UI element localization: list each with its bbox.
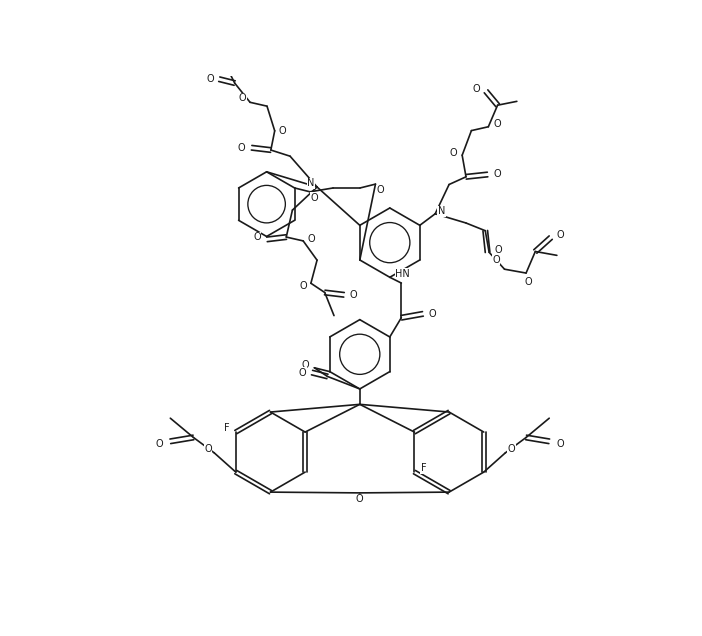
Text: O: O	[356, 494, 364, 504]
Text: O: O	[473, 84, 481, 94]
Text: N: N	[437, 207, 445, 216]
Text: O: O	[556, 439, 564, 448]
Text: O: O	[204, 444, 212, 454]
Text: O: O	[299, 280, 307, 291]
Text: O: O	[376, 185, 384, 195]
Text: O: O	[279, 126, 286, 136]
Text: N: N	[307, 178, 314, 188]
Text: O: O	[494, 120, 501, 130]
Text: O: O	[253, 232, 261, 242]
Text: F: F	[420, 463, 427, 473]
Text: O: O	[524, 277, 532, 287]
Text: O: O	[156, 439, 164, 448]
Text: O: O	[238, 142, 246, 153]
Text: O: O	[492, 255, 500, 265]
Text: O: O	[299, 368, 307, 378]
Text: O: O	[494, 245, 502, 255]
Text: O: O	[493, 170, 501, 179]
Text: O: O	[556, 230, 564, 240]
Text: HN: HN	[395, 269, 410, 279]
Text: O: O	[449, 148, 457, 158]
Text: O: O	[206, 74, 214, 84]
Text: F: F	[224, 423, 230, 433]
Text: O: O	[301, 361, 309, 370]
Text: O: O	[428, 309, 436, 319]
Text: O: O	[508, 444, 515, 454]
Text: O: O	[307, 233, 314, 244]
Text: O: O	[311, 193, 319, 203]
Text: O: O	[239, 93, 246, 104]
Text: O: O	[350, 290, 357, 300]
